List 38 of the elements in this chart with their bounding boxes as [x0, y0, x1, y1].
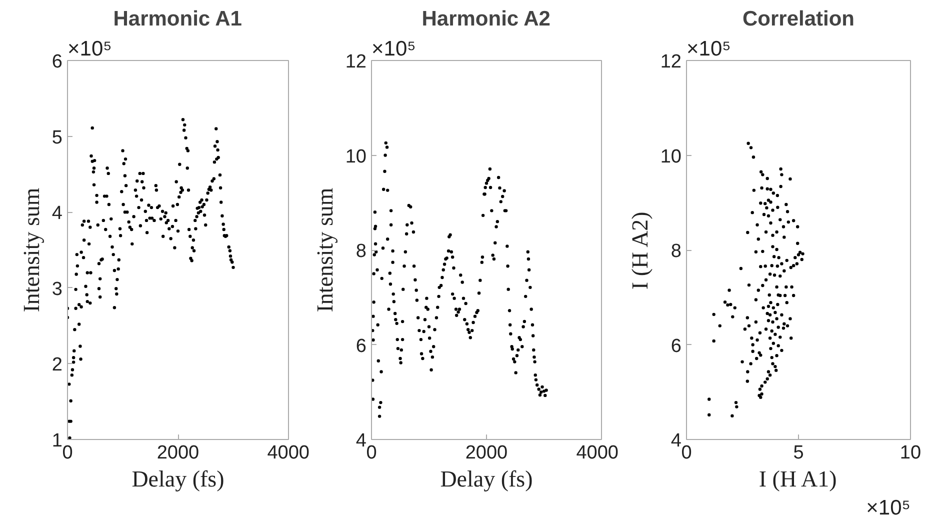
y-tick-label: 6: [52, 52, 63, 72]
x-axis-title: Delay (fs): [132, 466, 224, 492]
chart-title: Harmonic A1: [113, 8, 242, 30]
x-tick-label: 2000: [156, 442, 200, 464]
x-axis-title: I (H A1): [758, 466, 837, 492]
y-tick-label: 10: [660, 146, 682, 168]
y-tick-label: 10: [345, 146, 367, 168]
chart-title: Correlation: [742, 8, 855, 30]
x-tick-label: 0: [366, 442, 377, 464]
chart-title: Harmonic A2: [422, 8, 550, 30]
y-tick-label: 12: [345, 52, 367, 72]
x-axis-title: Delay (fs): [440, 466, 533, 492]
y-tick-label: 6: [356, 336, 367, 357]
text: ×10⁵: [866, 496, 910, 519]
y-tick-label: 2: [52, 354, 63, 376]
y-tick-label: 12: [660, 52, 682, 72]
y-tick-label: 3: [52, 278, 63, 300]
y-tick-label: 6: [670, 336, 682, 357]
y-tick-label: 5: [52, 127, 63, 148]
text: ×10⁵: [372, 38, 416, 60]
x-tick-label: 2000: [465, 442, 508, 464]
x-tick-label: 4000: [576, 442, 619, 464]
x-tick-label: 0: [681, 442, 692, 464]
y-axis-title: Intensity sum: [312, 188, 338, 312]
x-tick-label: 4000: [267, 442, 310, 464]
x-tick-label: 5: [793, 442, 804, 464]
y-tick-label: 4: [52, 203, 63, 224]
x-tick-label: 10: [900, 442, 922, 464]
y-tick-label: 1: [52, 430, 63, 452]
y-tick-label: 8: [670, 241, 682, 262]
y-tick-label: 4: [670, 430, 682, 452]
text: ×10⁵: [68, 38, 112, 60]
y-tick-label: 8: [356, 241, 367, 262]
y-axis-title: I (H A2): [627, 212, 652, 290]
y-tick-label: 4: [356, 430, 367, 452]
text: ×10⁵: [686, 38, 731, 60]
x-tick-label: 0: [62, 442, 73, 464]
y-axis-title: Intensity sum: [18, 188, 44, 312]
